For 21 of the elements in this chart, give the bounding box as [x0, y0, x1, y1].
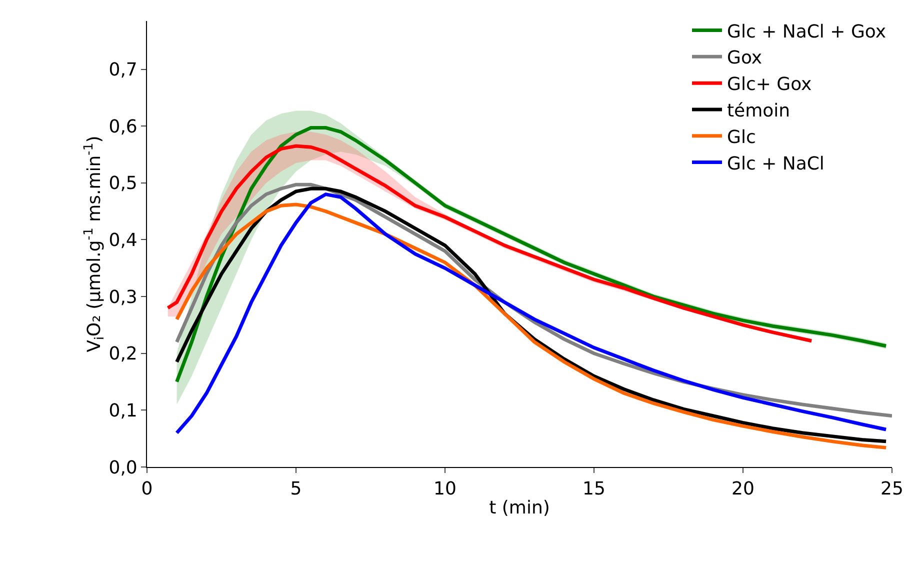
y-tick-label: 0,7: [108, 60, 138, 81]
y-tick-label: 0,1: [108, 400, 138, 422]
y-tick-label: 0,6: [108, 116, 138, 138]
legend-label: Glc: [727, 126, 756, 148]
y-tick-label: 0,0: [108, 457, 138, 478]
legend-label: Glc + NaCl: [727, 153, 824, 174]
x-tick-label: 15: [582, 478, 606, 500]
y-tick-label: 0,2: [108, 344, 138, 365]
y-tick-label: 0,4: [108, 230, 138, 252]
x-tick-label: 25: [880, 478, 904, 500]
x-axis-title: t (min): [489, 498, 550, 519]
x-tick-label: 10: [434, 478, 456, 500]
y-tick-label: 0,5: [108, 173, 138, 194]
x-tick-label: 5: [290, 478, 302, 500]
x-tick-label: 0: [141, 478, 153, 500]
legend-label: Glc + NaCl + Gox: [727, 21, 886, 42]
legend-label: Gox: [727, 48, 762, 69]
legend-label: témoin: [727, 100, 790, 122]
y-tick-label: 0,3: [108, 286, 138, 308]
x-tick-label: 20: [732, 478, 754, 500]
legend-label: Glc+ Gox: [727, 74, 812, 96]
